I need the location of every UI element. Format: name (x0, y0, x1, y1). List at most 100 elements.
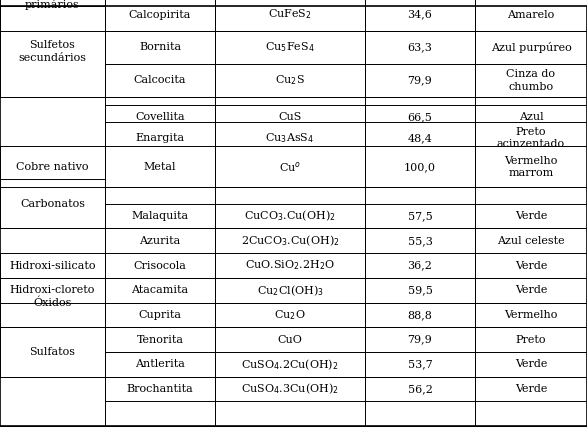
Text: 36,2: 36,2 (407, 260, 433, 270)
Bar (475, 64, 587, 97)
Text: Hidroxi-silicato: Hidroxi-silicato (9, 260, 96, 270)
Bar (215, 327, 365, 352)
Text: 59,5: 59,5 (407, 285, 433, 295)
Text: Enargita: Enargita (136, 133, 184, 143)
Bar (365, 0, 475, 31)
Text: Sulfetos
secundários: Sulfetos secundários (19, 40, 86, 63)
Text: Azurita: Azurita (139, 236, 181, 246)
Text: 63,3: 63,3 (407, 42, 433, 52)
Bar (215, 64, 365, 97)
Text: 57,5: 57,5 (407, 211, 433, 221)
Bar (105, 105, 215, 130)
Bar (105, 0, 215, 31)
Bar (365, 146, 475, 187)
Text: 100,0: 100,0 (404, 162, 436, 172)
Text: Malaquita: Malaquita (131, 211, 188, 221)
Bar (365, 352, 475, 377)
Bar (0, 146, 105, 187)
Text: Cu$^o$: Cu$^o$ (279, 160, 301, 174)
Bar (215, 253, 365, 278)
Text: Amarelo: Amarelo (507, 10, 555, 19)
Bar (365, 278, 475, 302)
Text: CuO.SiO$_2$.2H$_2$O: CuO.SiO$_2$.2H$_2$O (245, 259, 335, 273)
Text: Cu$_2$S: Cu$_2$S (275, 73, 305, 87)
Bar (365, 204, 475, 229)
Bar (215, 302, 365, 327)
Bar (475, 146, 587, 187)
Text: Verde: Verde (515, 359, 547, 369)
Text: Cu$_2$O: Cu$_2$O (274, 308, 306, 322)
Text: Atacamita: Atacamita (131, 285, 188, 295)
Bar (475, 302, 587, 327)
Text: Vermelho
marrom: Vermelho marrom (504, 156, 558, 178)
Text: 56,2: 56,2 (407, 384, 433, 394)
Bar (215, 278, 365, 302)
Bar (215, 146, 365, 187)
Text: Cinza do
chumbo: Cinza do chumbo (507, 69, 555, 92)
Bar (105, 377, 215, 401)
Text: Verde: Verde (515, 260, 547, 270)
Bar (365, 31, 475, 64)
Text: Preto
acinzentado: Preto acinzentado (497, 127, 565, 149)
Bar (215, 0, 365, 31)
Text: 79,9: 79,9 (407, 75, 433, 86)
Text: Bornita: Bornita (139, 42, 181, 52)
Bar (475, 229, 587, 253)
Bar (105, 31, 215, 64)
Bar (215, 105, 365, 130)
Bar (475, 253, 587, 278)
Bar (365, 327, 475, 352)
Bar (105, 327, 215, 352)
Text: CuSO$_4$.3Cu(OH)$_2$: CuSO$_4$.3Cu(OH)$_2$ (241, 381, 339, 396)
Bar (0, 278, 105, 302)
Text: 48,4: 48,4 (407, 133, 433, 143)
Text: 66,5: 66,5 (407, 112, 433, 122)
Bar (475, 0, 587, 31)
Bar (365, 229, 475, 253)
Bar (105, 204, 215, 229)
Bar (0, 0, 587, 6)
Text: Cuprita: Cuprita (139, 310, 181, 320)
Bar (105, 302, 215, 327)
Bar (0, 0, 105, 31)
Text: 2CuCO$_3$.Cu(OH)$_2$: 2CuCO$_3$.Cu(OH)$_2$ (241, 234, 339, 248)
Bar (215, 121, 365, 154)
Text: Cu$_5$FeS$_4$: Cu$_5$FeS$_4$ (265, 41, 315, 54)
Bar (215, 352, 365, 377)
Text: CuCO$_3$.Cu(OH)$_2$: CuCO$_3$.Cu(OH)$_2$ (244, 209, 336, 223)
Bar (0, 327, 105, 377)
Text: Cobre nativo: Cobre nativo (16, 162, 89, 172)
Bar (475, 105, 587, 130)
Text: Azul purpúreo: Azul purpúreo (491, 42, 571, 53)
Bar (475, 204, 587, 229)
Bar (365, 105, 475, 130)
Bar (475, 377, 587, 401)
Text: Vermelho: Vermelho (504, 310, 558, 320)
Bar (475, 327, 587, 352)
Text: 79,9: 79,9 (407, 335, 433, 345)
Text: 55,3: 55,3 (407, 236, 433, 246)
Bar (475, 31, 587, 64)
Bar (365, 64, 475, 97)
Text: CuSO$_4$.2Cu(OH)$_2$: CuSO$_4$.2Cu(OH)$_2$ (241, 357, 339, 372)
Bar (365, 121, 475, 154)
Bar (0, 278, 105, 327)
Text: Calcocita: Calcocita (134, 75, 186, 86)
Text: CuO: CuO (278, 335, 302, 345)
Text: Calcopirita: Calcopirita (129, 10, 191, 19)
Text: Metal: Metal (144, 162, 176, 172)
Text: Brochantita: Brochantita (127, 384, 193, 394)
Text: Verde: Verde (515, 211, 547, 221)
Bar (215, 204, 365, 229)
Text: Óxidos: Óxidos (33, 297, 72, 308)
Text: Azul celeste: Azul celeste (497, 236, 565, 246)
Text: Sulfetos
primários: Sulfetos primários (25, 0, 80, 10)
Bar (0, 6, 105, 97)
Text: 34,6: 34,6 (407, 10, 433, 19)
Text: CuFeS$_2$: CuFeS$_2$ (268, 8, 312, 22)
Bar (105, 278, 215, 302)
Bar (0, 253, 105, 278)
Text: Sulfatos: Sulfatos (29, 347, 76, 357)
Text: Cu$_2$Cl(OH)$_3$: Cu$_2$Cl(OH)$_3$ (257, 283, 323, 298)
Bar (365, 302, 475, 327)
